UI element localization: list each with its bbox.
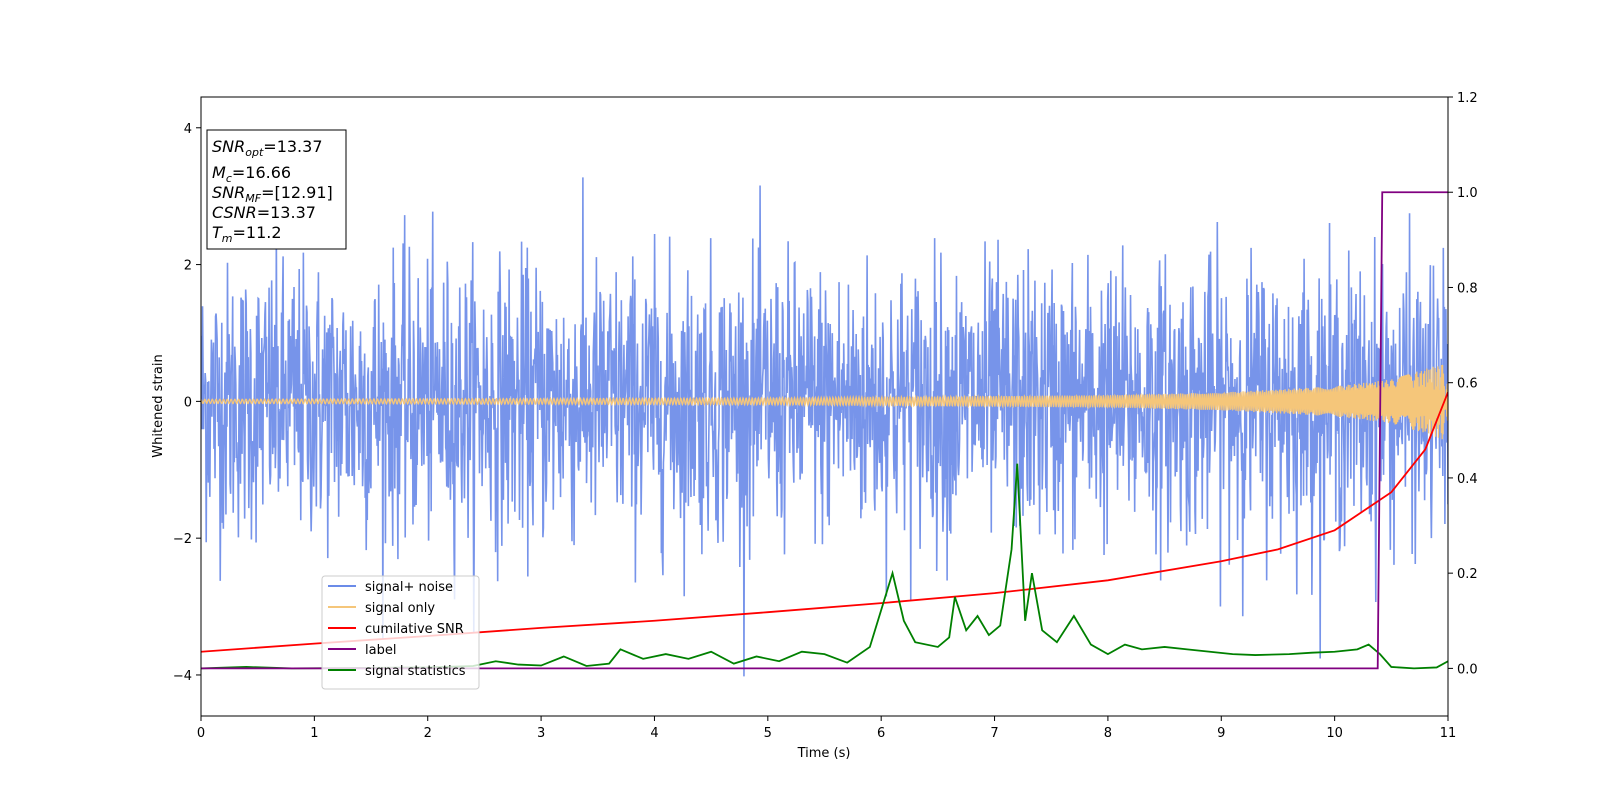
x-tick-label-1: 1 [310,726,318,741]
x-tick-label-0: 0 [197,726,205,741]
x-tick-label-7: 7 [990,726,998,741]
annotation-line-1: Mc=16.66 [212,163,291,185]
y-left-tick-label-3: −2 [173,532,192,547]
y-right-tick-label-2: 0.8 [1457,281,1478,296]
axes-layer: 0 1 2 3 4 5 6 7 8 9 10 11 4 2 0 −2 −4 1.2 1.0 0.8 0.6 0.4 0.2 0… [173,91,1478,741]
series-signal-only [201,364,1448,440]
x-tick-label-8: 8 [1104,726,1112,741]
y-left-tick-label-2: 0 [184,395,192,410]
x-tick-label-2: 2 [424,726,432,741]
series-signal-statistics [201,463,1448,670]
x-tick-label-11: 11 [1440,726,1457,741]
legend-label-3: label [365,643,396,658]
y-right-tick-label-0: 1.2 [1457,91,1478,106]
plot-frame [200,96,1449,717]
legend-label-2: cumilative SNR [365,622,464,637]
x-axis-label: Time (s) [797,746,851,761]
series-signal-noise [201,177,1448,677]
y-left-tick-label-4: −4 [173,669,192,684]
legend-label-4: signal statistics [365,664,466,679]
legend: signal+ noise signal only cumilative SNR la… [321,575,480,690]
y-left-tick-label-1: 2 [184,259,192,274]
x-tick-label-3: 3 [537,726,545,741]
x-tick-label-5: 5 [764,726,772,741]
y-right-tick-label-1: 1.0 [1457,186,1478,201]
y-right-tick-label-6: 0.0 [1457,662,1478,677]
annotation-line-4: Tm=11.2 [212,223,282,245]
series-label [201,191,1448,670]
annotation-box: SNRopt=13.37 Mc=16.66SNRMF=[12.91]CSNR=13… [206,129,347,250]
x-tick-label-6: 6 [877,726,885,741]
legend-label-0: signal+ noise [365,580,453,595]
annotation-frame [206,129,347,250]
y-left-tick-label-0: 4 [184,122,192,137]
x-tick-label-10: 10 [1326,726,1343,741]
legend-label-1: signal only [365,601,435,616]
annotation-line-3: CSNR=13.37 [212,203,316,222]
y-right-tick-label-4: 0.4 [1457,472,1478,487]
legend-frame [321,575,480,690]
annotation-line-2: SNRMF=[12.91] [212,183,333,205]
y-axis-label: Whitened strain [151,354,166,457]
x-tick-label-4: 4 [650,726,658,741]
x-tick-label-9: 9 [1217,726,1225,741]
annotation-line-0: SNRopt=13.37 [212,137,323,159]
y-right-tick-label-3: 0.6 [1457,377,1478,392]
y-right-tick-label-5: 0.2 [1457,567,1478,582]
